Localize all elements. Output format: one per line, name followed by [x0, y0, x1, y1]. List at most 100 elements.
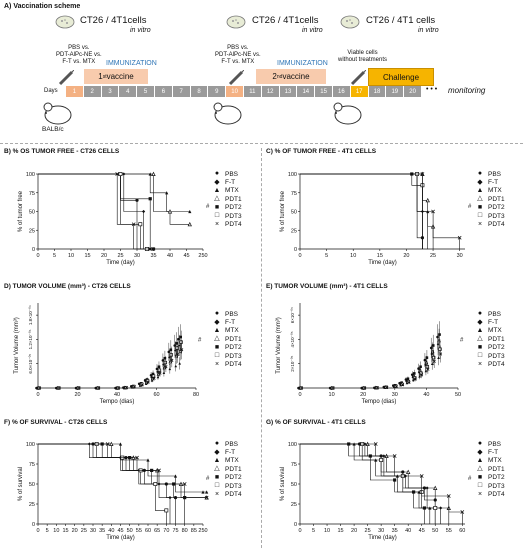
legend-entry: □ PDT3: [213, 482, 242, 490]
legend-label: PDT2: [488, 474, 505, 482]
data-point: [400, 381, 403, 384]
legend-label: PDT1: [225, 195, 242, 203]
legend-label: PDT4: [488, 491, 505, 499]
data-point: [167, 209, 173, 214]
data-point: [418, 375, 421, 378]
legend-label: PDT2: [225, 344, 242, 352]
data-point: [407, 380, 411, 384]
data-point: [457, 235, 462, 240]
day-cell: 4: [119, 86, 137, 97]
data-point: [368, 454, 372, 458]
y-axis-label: % of survival: [280, 467, 286, 501]
legend-marker-icon: ■: [214, 473, 220, 481]
legend-marker-icon: ×: [214, 220, 220, 228]
vaccine-1-text: vaccine: [106, 72, 134, 81]
legend-marker-icon: △: [214, 195, 220, 203]
x-tick-label: 50: [455, 392, 461, 398]
legend-entry: △ PDT1: [213, 195, 242, 203]
vaccine-2-text: vaccine: [282, 72, 310, 81]
data-point: [162, 371, 166, 374]
data-point: [115, 172, 120, 176]
data-point: [124, 386, 128, 390]
data-point: [156, 375, 160, 379]
treatment-item: PBS vs.: [227, 45, 249, 51]
x-axis-label: Time (day): [106, 535, 134, 541]
legend-entry: × PDT4: [213, 490, 242, 499]
y-tick-label: 25: [291, 502, 297, 508]
series-line: [300, 173, 428, 249]
legend-marker-icon: ●: [214, 440, 220, 448]
data-point: [135, 198, 139, 202]
legend-entry: ◆ F-T: [476, 318, 505, 327]
x-tick-label: 30: [378, 528, 384, 534]
data-point: [116, 386, 121, 390]
data-point: [438, 352, 443, 356]
data-point: [432, 355, 436, 360]
legend-marker-icon: ■: [477, 203, 483, 211]
mouse-strain: BALB/c: [42, 126, 64, 133]
data-point: [436, 342, 440, 346]
vaccine-1-sup: st: [102, 73, 107, 80]
legend-entry: □ PDT3: [476, 352, 505, 360]
x-tick-label: 20: [360, 392, 366, 398]
cells-label-1: CT26 / 4T1cells: [80, 15, 147, 26]
vaccine-2-sup: nd: [276, 73, 283, 80]
data-point: [394, 384, 398, 389]
legend-label: PDT3: [225, 352, 242, 360]
legend-label: F-T: [488, 179, 499, 187]
x-tick-label: 20: [101, 253, 107, 259]
legend-panel-c: ● PBS ◆ F-T ▲ MTX △ PDT1 ■ PDT2 □ PDT3 × PDT4: [476, 170, 505, 229]
legend-label: PDT4: [225, 361, 242, 369]
legend-label: F-T: [488, 449, 499, 457]
legend-label: PDT4: [225, 221, 242, 229]
legend-marker-icon: ◆: [477, 448, 483, 456]
legend-entry: ◆ F-T: [213, 448, 242, 457]
legend-panel-d: ● PBS ◆ F-T ▲ MTX △ PDT1 ■ PDT2 □ PDT3 × PDT4: [213, 310, 242, 369]
data-point: [175, 342, 179, 345]
data-point: [151, 372, 155, 376]
syringe-icon: [228, 70, 244, 86]
y-tick-label: 25: [291, 228, 297, 234]
legend-label: MTX: [225, 187, 239, 195]
y-tick-label: 50: [29, 210, 35, 216]
data-point: [437, 356, 440, 359]
data-point: [146, 380, 150, 384]
legend-label: PDT1: [225, 465, 242, 473]
y-tick-label: 1.2×10⁻⁰⁶: [28, 329, 33, 349]
legend-entry: × PDT4: [476, 490, 505, 499]
legend-entry: ■ PDT2: [213, 344, 242, 352]
x-tick-label: 25: [81, 528, 87, 534]
chart-panel-b: 0 25 50 75 100 0 5 10 15 20 25 30 35 40 45 250 Time (day…: [18, 171, 210, 266]
x-tick-label: 25: [117, 253, 123, 259]
data-point: [176, 352, 180, 357]
treatment-item: without treatments: [338, 57, 388, 63]
x-tick-label: 15: [84, 253, 90, 259]
y-tick-label: 75: [29, 191, 35, 197]
legend-marker-icon: ×: [477, 220, 483, 228]
legend-entry: □ PDT3: [476, 212, 505, 220]
data-point: [163, 360, 168, 365]
legend-marker-icon: △: [477, 195, 483, 203]
x-tick-label: 15: [62, 528, 68, 534]
x-tick-label: 10: [329, 392, 335, 398]
x-tick-label: 10: [68, 253, 74, 259]
legend-marker-icon: ■: [477, 473, 483, 481]
legend-entry: ▲ MTX: [213, 187, 242, 195]
y-tick-label: 25: [29, 228, 35, 234]
data-point: [406, 469, 411, 474]
legend-label: PBS: [225, 310, 239, 318]
legend-marker-icon: ◆: [214, 318, 220, 326]
data-point: [431, 209, 435, 214]
data-point: [411, 378, 415, 382]
data-point: [179, 335, 182, 339]
y-axis-label: % of tumor free: [280, 190, 286, 232]
mouse-icon: [43, 102, 72, 125]
x-tick-label: 0: [36, 253, 39, 259]
x-tick-label: 30: [392, 392, 398, 398]
data-point: [169, 348, 173, 352]
x-tick-label: 40: [405, 528, 411, 534]
data-point: [438, 347, 442, 351]
data-point: [57, 386, 61, 390]
legend-marker-icon: ■: [477, 343, 483, 351]
